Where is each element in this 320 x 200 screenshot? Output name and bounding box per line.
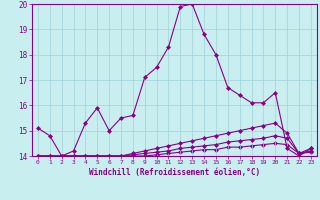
X-axis label: Windchill (Refroidissement éolien,°C): Windchill (Refroidissement éolien,°C) xyxy=(89,168,260,177)
